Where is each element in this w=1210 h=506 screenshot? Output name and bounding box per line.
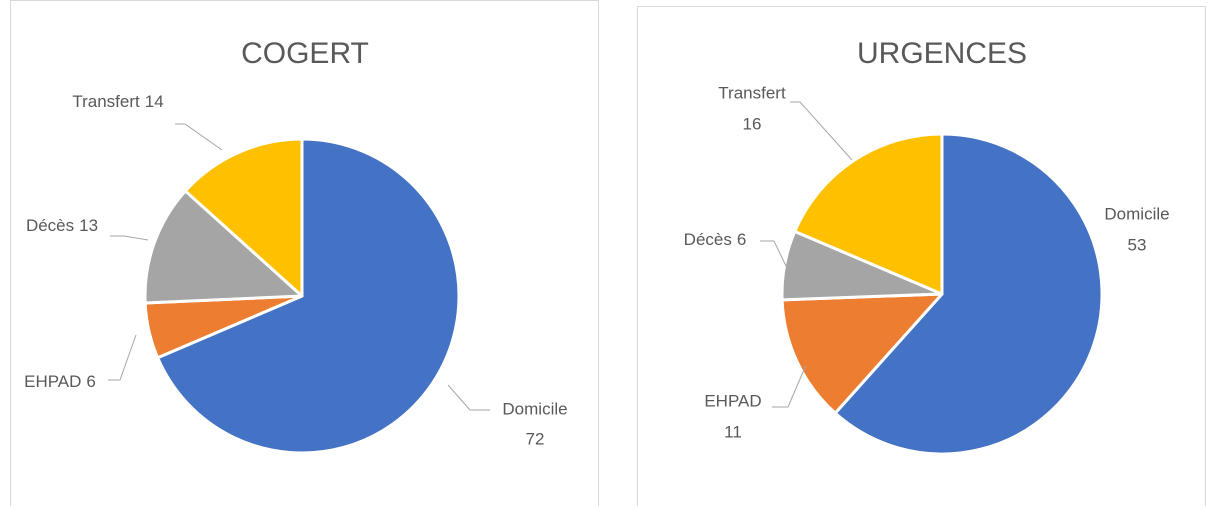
label-value: 14 [145,92,164,111]
leader-line [108,334,137,381]
label-name: Décès [684,230,732,249]
leader-line [447,384,490,411]
label-value: 6 [86,372,95,391]
chart-title: COGERT [241,37,369,70]
chart-frame [637,6,1206,506]
pie-slice [143,189,304,305]
label-value: 11 [724,422,742,441]
label-value: 72 [526,429,545,448]
leader-line [110,235,149,241]
leader-line [790,101,853,161]
data-label: Décès 6 [684,230,747,249]
label-value: 53 [1128,235,1147,254]
leader-line [772,364,807,408]
pie-slice [833,132,1104,456]
label-name: EHPAD [24,372,81,391]
pie-slice [793,132,944,296]
chart-title: URGENCES [857,37,1027,70]
label-name: Transfert [718,83,786,102]
label-name: Transfert [72,92,140,111]
data-label: EHPAD 6 [24,372,96,391]
label-name: Domicile [1104,204,1169,223]
label-value: 13 [79,216,98,235]
leader-line [175,123,223,151]
pie-slice [156,137,461,455]
data-label: Décès 13 [26,216,98,235]
label-name: EHPAD [704,391,761,410]
pie-slice [780,292,944,415]
chart-frame [10,0,599,506]
label-name: Décès [26,216,74,235]
label-value: 16 [743,114,762,133]
label-value: 6 [737,230,746,249]
pie-slice [183,137,304,298]
data-label: Transfert 14 [72,92,163,111]
leader-line [760,240,787,267]
label-name: Domicile [502,399,567,418]
